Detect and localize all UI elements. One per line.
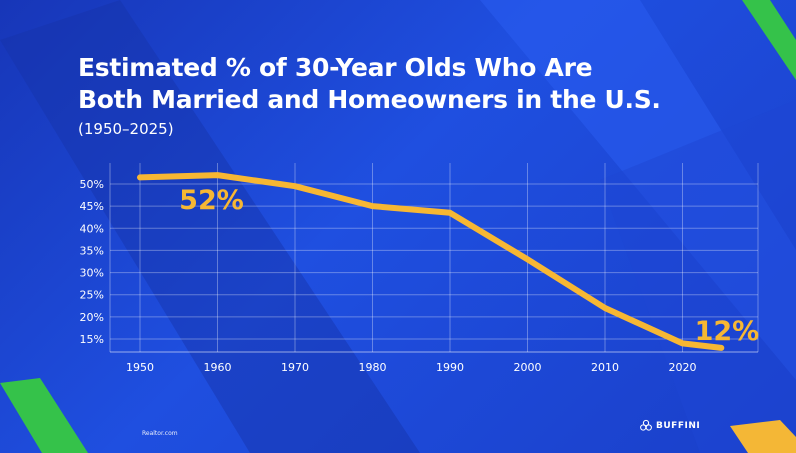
x-tick-label: 2020	[669, 361, 697, 374]
x-tick-label: 1980	[359, 361, 387, 374]
series-line	[137, 172, 725, 351]
x-tick-label: 1970	[281, 361, 309, 374]
y-tick-label: 50%	[80, 178, 104, 191]
chart-subtitle: (1950–2025)	[78, 120, 174, 138]
annotation-end-value: 12%	[695, 316, 760, 347]
y-tick-label: 30%	[80, 267, 104, 280]
y-axis-ticks: 15% 20% 25% 30% 35% 40% 45% 50%	[80, 178, 104, 346]
chart-series	[137, 172, 725, 351]
source-credit: Realtor.com	[142, 430, 178, 437]
annotation-start-value: 52%	[179, 185, 244, 216]
x-tick-label: 2000	[514, 361, 542, 374]
brand-name: BUFFINI	[656, 421, 701, 431]
bg-band-mid	[600, 100, 796, 453]
y-tick-label: 20%	[80, 311, 104, 324]
bg-band-dark	[0, 0, 420, 453]
accent-gold-bottom	[730, 420, 796, 453]
x-tick-label: 1960	[204, 361, 232, 374]
x-tick-label: 1950	[126, 361, 154, 374]
flower-logo-icon	[640, 419, 652, 431]
chart-title: Estimated % of 30-Year Olds Who Are Both…	[78, 52, 661, 116]
x-tick-label: 2010	[591, 361, 619, 374]
y-tick-label: 35%	[80, 244, 104, 257]
y-tick-label: 15%	[80, 333, 104, 346]
accent-green-top	[742, 0, 796, 80]
y-tick-label: 25%	[80, 289, 104, 302]
brand-logo: BUFFINI	[639, 419, 700, 433]
chart-title-line-2: Both Married and Homeowners in the U.S.	[78, 85, 661, 114]
x-axis-ticks: 1950 1960 1970 1980 1990 2000 2010 2020	[126, 361, 697, 374]
chart-annotations: 52% 12%	[179, 185, 759, 347]
y-tick-label: 45%	[80, 200, 104, 213]
x-tick-label: 1990	[436, 361, 464, 374]
chart-title-line-1: Estimated % of 30-Year Olds Who Are	[78, 53, 593, 82]
accent-green-bottom	[0, 378, 88, 453]
y-tick-label: 40%	[80, 222, 104, 235]
